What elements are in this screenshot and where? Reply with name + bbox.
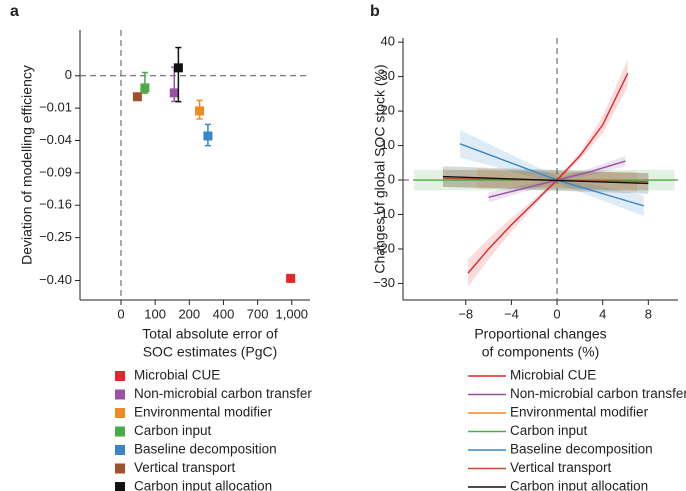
legend-label: Vertical transport — [134, 460, 236, 475]
y-axis-label: Deviation of modelling efficiency — [19, 65, 35, 265]
legend-swatch — [115, 371, 125, 381]
point — [140, 83, 150, 93]
legend-label: Carbon input — [510, 423, 588, 438]
point-group — [203, 123, 213, 147]
line — [467, 72, 629, 274]
legend-swatch — [115, 445, 125, 455]
point — [173, 63, 183, 73]
x-axis-label: of components (%) — [482, 344, 600, 360]
x-tick-label: 0 — [117, 306, 124, 321]
legend-label: Microbial CUE — [134, 368, 220, 383]
point-group — [140, 71, 150, 94]
y-tick-label: −0.25 — [39, 229, 72, 244]
legend-swatch — [115, 482, 125, 491]
legend-swatch — [115, 389, 125, 400]
y-tick-label: 20 — [381, 103, 395, 118]
legend-label: Carbon input — [134, 423, 212, 438]
point — [169, 88, 179, 98]
x-tick-label: 0 — [553, 306, 560, 321]
panel-label: b — [370, 3, 380, 20]
point-group — [195, 99, 205, 120]
x-axis-label: SOC estimates (PgC) — [143, 344, 278, 360]
y-tick-label: −0.16 — [39, 197, 72, 212]
x-axis-label: Total absolute error of — [142, 326, 278, 342]
x-tick-label: 4 — [599, 306, 606, 321]
legend-label: Baseline decomposition — [134, 442, 277, 457]
point — [286, 273, 296, 283]
legend-label: Non-microbial carbon transfer — [510, 386, 686, 401]
y-tick-label: −0.09 — [39, 164, 72, 179]
x-tick-label: 400 — [213, 306, 235, 321]
legend-label: Vertical transport — [510, 460, 612, 475]
point-group — [169, 66, 179, 103]
y-axis-label: Changes of global SOC stock (%) — [372, 64, 388, 273]
x-tick-label: 8 — [645, 306, 652, 321]
legend-swatch — [115, 408, 125, 418]
legend-label: Environmental modifier — [510, 405, 649, 420]
y-tick-label: −0.01 — [39, 100, 72, 115]
legend-label: Environmental modifier — [134, 405, 273, 420]
x-tick-label: −4 — [504, 306, 519, 321]
x-axis-label: Proportional changes — [474, 326, 606, 342]
point — [195, 106, 205, 116]
point-group — [132, 92, 142, 102]
legend-swatch — [115, 426, 125, 437]
x-tick-label: 1,000 — [276, 306, 309, 321]
point-group — [173, 46, 183, 103]
confidence-band — [460, 130, 644, 217]
y-tick-label: −30 — [373, 275, 395, 290]
y-tick-label: −10 — [373, 206, 395, 221]
y-tick-label: 0 — [65, 67, 72, 82]
y-tick-label: 0 — [388, 171, 395, 186]
confidence-band — [468, 59, 628, 287]
legend-label: Carbon input allocation — [510, 479, 648, 491]
panel-label: a — [10, 3, 19, 20]
x-tick-label: −8 — [458, 306, 473, 321]
line — [442, 175, 649, 185]
y-tick-label: −0.04 — [39, 132, 72, 147]
legend-swatch — [115, 463, 125, 474]
x-tick-label: 200 — [178, 306, 200, 321]
y-tick-label: −20 — [373, 240, 395, 255]
point-group — [286, 273, 296, 283]
point — [203, 131, 213, 141]
legend-label: Non-microbial carbon transfer — [134, 386, 312, 401]
y-tick-label: 40 — [381, 34, 395, 49]
y-tick-label: 30 — [381, 68, 395, 83]
x-tick-label: 700 — [247, 306, 269, 321]
y-tick-label: −0.40 — [39, 272, 72, 287]
x-tick-label: 100 — [144, 306, 166, 321]
point — [132, 92, 142, 102]
legend-label: Microbial CUE — [510, 368, 596, 383]
y-tick-label: 10 — [381, 137, 395, 152]
legend-label: Carbon input allocation — [134, 479, 272, 491]
legend-label: Baseline decomposition — [510, 442, 653, 457]
